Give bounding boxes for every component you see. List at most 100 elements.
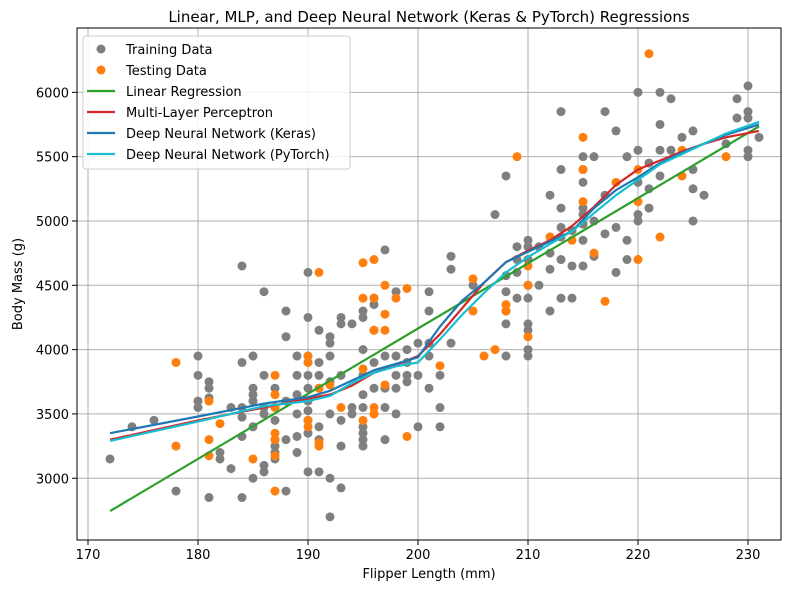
legend-box — [82, 35, 351, 170]
training-data-point — [633, 145, 643, 155]
training-data-point — [292, 351, 302, 361]
training-data-point — [391, 351, 401, 361]
training-data-point — [424, 306, 434, 316]
training-data-point — [666, 145, 676, 155]
training-data-point — [281, 486, 291, 496]
training-data-point — [743, 152, 753, 162]
testing-data-point — [402, 284, 412, 294]
training-data-point — [677, 132, 687, 142]
legend-label-linear-regression: Linear Regression — [126, 85, 242, 100]
training-data-point — [501, 319, 511, 329]
training-data-point — [369, 300, 379, 310]
training-data-point — [655, 171, 665, 181]
training-data-point — [468, 280, 478, 290]
training-data-point — [523, 235, 533, 245]
lines-layer — [109, 120, 760, 513]
testing-data-point — [600, 296, 610, 306]
training-data-point — [226, 464, 236, 474]
testing-data-point — [303, 351, 313, 361]
training-data-point — [402, 370, 412, 380]
training-data-point — [358, 422, 368, 432]
testing-data-point — [721, 152, 731, 162]
x-tick-label: 200 — [406, 548, 431, 563]
training-data-point — [380, 351, 390, 361]
testing-data-point — [435, 361, 445, 371]
training-data-point — [413, 338, 423, 348]
training-data-point — [358, 345, 368, 355]
x-tick-label: 170 — [76, 548, 101, 563]
training-data-point — [358, 441, 368, 451]
training-data-point — [578, 235, 588, 245]
training-data-point — [248, 473, 258, 483]
training-data-point — [534, 280, 544, 290]
training-data-point — [556, 255, 566, 265]
training-data-point — [391, 370, 401, 380]
testing-data-point — [204, 435, 214, 445]
training-data-point — [512, 242, 522, 252]
training-data-point — [633, 216, 643, 226]
training-data-point — [237, 412, 247, 422]
training-data-point — [589, 152, 599, 162]
training-data-point — [336, 483, 346, 493]
training-data-point — [567, 261, 577, 271]
training-data-point — [347, 409, 357, 419]
training-data-point — [336, 415, 346, 425]
testing-data-point — [523, 332, 533, 342]
testing-data-point — [633, 255, 643, 265]
training-data-point — [545, 264, 555, 274]
y-tick-label: 6000 — [36, 86, 69, 101]
testing-data-point — [303, 415, 313, 425]
training-data-point — [556, 203, 566, 213]
training-data-point — [446, 264, 456, 274]
testing-data-point — [501, 300, 511, 310]
testing-data-point — [369, 402, 379, 412]
training-data-point — [314, 422, 324, 432]
training-data-point — [105, 454, 115, 464]
legend-marker-testing-data — [96, 65, 106, 75]
y-tick-label: 5000 — [36, 215, 69, 230]
legend-label-deep-neural-network-keras: Deep Neural Network (Keras) — [126, 127, 316, 142]
testing-data-point — [369, 409, 379, 419]
linear-regression-line — [109, 125, 760, 513]
training-data-point — [611, 126, 621, 136]
legend-label-training-data: Training Data — [125, 43, 212, 58]
training-data-point — [732, 113, 742, 123]
training-data-point — [303, 467, 313, 477]
training-data-point — [292, 370, 302, 380]
training-data-point — [446, 338, 456, 348]
training-data-point — [281, 306, 291, 316]
testing-data-point — [336, 402, 346, 412]
testing-data-point — [490, 345, 500, 355]
training-data-point — [325, 473, 335, 483]
testing-data-point — [270, 428, 280, 438]
testing-data-point — [578, 132, 588, 142]
training-data-point — [501, 171, 511, 181]
testing-data-point — [303, 357, 313, 367]
training-data-point — [655, 87, 665, 97]
testing-data-point — [171, 441, 181, 451]
y-tick-label: 3500 — [36, 408, 69, 423]
testing-data-point — [644, 49, 654, 59]
testing-data-point — [578, 165, 588, 175]
training-data-point — [600, 229, 610, 239]
training-data-point — [347, 402, 357, 412]
training-data-point — [633, 210, 643, 220]
testing-data-point — [248, 454, 258, 464]
testing-data-point — [589, 248, 599, 258]
y-tick-label: 5500 — [36, 151, 69, 166]
ticks-layer: 170 180 190 200 210 220 230 3000 3500 4000 4500 500… — [36, 86, 761, 563]
training-data-point — [402, 345, 412, 355]
testing-data-point — [270, 390, 280, 400]
training-data-point — [303, 428, 313, 438]
training-data-point — [314, 325, 324, 335]
training-data-point — [292, 448, 302, 458]
testing-data-point — [369, 293, 379, 303]
training-data-point — [369, 357, 379, 367]
training-data-point — [292, 390, 302, 400]
testing-data-point — [501, 306, 511, 316]
training-data-point — [358, 306, 368, 316]
training-data-point — [567, 293, 577, 303]
training-data-point — [259, 467, 269, 477]
training-data-point — [270, 441, 280, 451]
